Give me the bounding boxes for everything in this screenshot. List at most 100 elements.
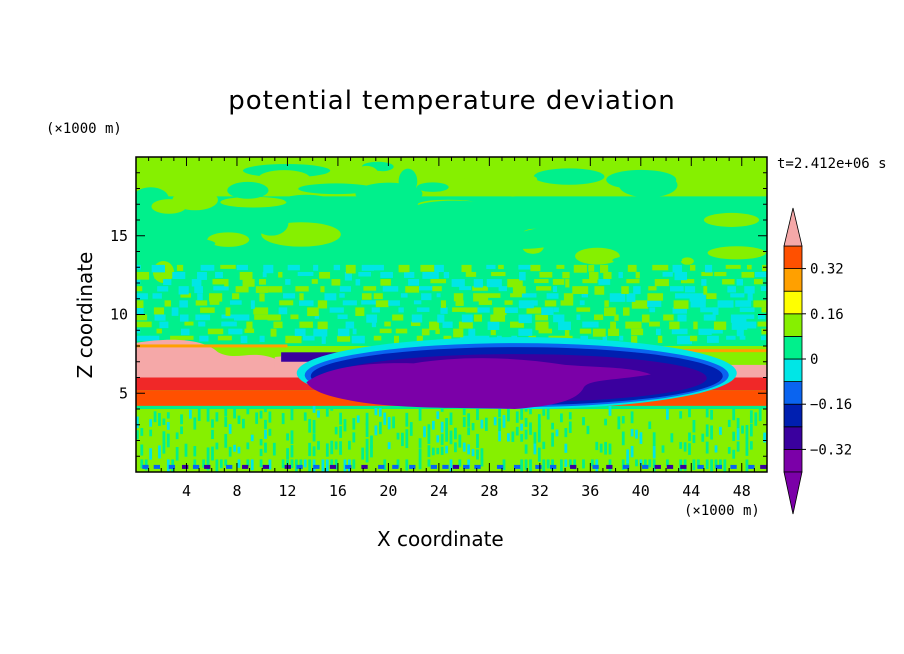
low-streak [361, 447, 365, 460]
mid-streak [197, 271, 207, 280]
mid-streak [652, 264, 669, 271]
mid-streak [371, 307, 380, 313]
y-tick-label: 5 [119, 384, 128, 402]
mid-streak [563, 293, 574, 302]
low-streak [343, 459, 347, 472]
mid-streak [352, 328, 357, 335]
mid-streak [498, 264, 504, 270]
low-streak [180, 426, 183, 435]
mid-streak [259, 293, 265, 302]
mid-streak [380, 279, 391, 286]
colorbar-segment [783, 381, 803, 405]
low-streak [215, 442, 219, 450]
mid-streak [199, 335, 209, 342]
mid-streak [209, 300, 220, 305]
low-streak [621, 416, 625, 424]
low-streak [255, 412, 259, 424]
low-streak [652, 445, 656, 459]
surface-dot [361, 464, 368, 469]
low-streak [507, 433, 510, 442]
low-streak [714, 445, 718, 453]
colorbar-under [783, 471, 803, 515]
low-streak [290, 430, 294, 445]
surface-dot [242, 464, 249, 469]
mid-streak [512, 286, 526, 294]
mid-streak [735, 300, 752, 307]
mid-streak [521, 293, 537, 298]
mid-streak [741, 271, 755, 278]
surface-dot [313, 464, 320, 469]
low-streak [542, 459, 546, 472]
low-streak [387, 442, 391, 450]
low-streak [445, 445, 448, 454]
mid-streak [154, 271, 160, 279]
low-streak [551, 459, 554, 471]
mid-streak [302, 335, 315, 341]
low-streak [498, 431, 501, 442]
low-streak [330, 440, 334, 455]
mid-streak [371, 321, 377, 328]
mid-streak [254, 314, 271, 320]
x-tick-label: 28 [480, 482, 498, 500]
low-streak [476, 449, 479, 460]
mid-streak [395, 328, 408, 334]
surface-dot [168, 464, 176, 469]
mid-streak [244, 328, 255, 333]
mid-streak [384, 321, 391, 327]
upper-patch [220, 196, 287, 208]
low-streak [149, 419, 153, 427]
mid-streak [136, 307, 144, 315]
low-streak [175, 447, 179, 461]
low-streak [166, 459, 170, 472]
low-streak [520, 408, 524, 420]
colorbar-segment [783, 335, 803, 360]
mid-streak [531, 300, 538, 306]
low-streak [144, 459, 148, 471]
surface-dot [442, 464, 449, 469]
mid-streak [213, 286, 229, 291]
low-streak [537, 414, 541, 428]
mid-streak [136, 335, 151, 341]
upper-patch [533, 168, 605, 185]
mid-streak [220, 264, 236, 269]
mid-streak [242, 279, 255, 287]
surface-dot [535, 464, 542, 469]
mid-streak [760, 335, 766, 341]
low-streak [383, 459, 387, 470]
mid-streak [701, 279, 707, 286]
low-streak [454, 427, 457, 440]
mid-streak [379, 328, 392, 334]
low-streak [423, 426, 426, 438]
mid-streak [307, 307, 319, 317]
low-streak [259, 438, 263, 446]
mid-streak [136, 293, 148, 300]
low-streak [476, 408, 479, 421]
low-streak [604, 418, 607, 426]
mid-streak [689, 293, 706, 302]
mid-streak [603, 271, 612, 280]
mid-streak [179, 300, 188, 308]
surface-dot [430, 464, 438, 469]
upper-patch [612, 255, 683, 266]
mid-streak [671, 328, 688, 335]
mid-streak [582, 321, 599, 328]
mid-streak [600, 264, 609, 273]
low-streak [617, 416, 621, 430]
mid-streak [757, 314, 766, 320]
mid-streak [403, 271, 415, 278]
low-streak [542, 409, 546, 416]
mid-streak [672, 307, 687, 314]
mid-streak [544, 300, 557, 307]
mid-streak [398, 264, 410, 273]
upper-patch [575, 247, 620, 265]
low-streak [507, 407, 510, 422]
mid-streak [437, 314, 445, 323]
low-streak [529, 422, 532, 435]
low-streak [140, 459, 144, 469]
low-streak [180, 414, 183, 425]
mid-streak [468, 328, 476, 337]
mid-streak [760, 286, 767, 292]
low-streak [286, 433, 289, 441]
surface-dot [642, 464, 649, 469]
low-streak [405, 412, 409, 427]
